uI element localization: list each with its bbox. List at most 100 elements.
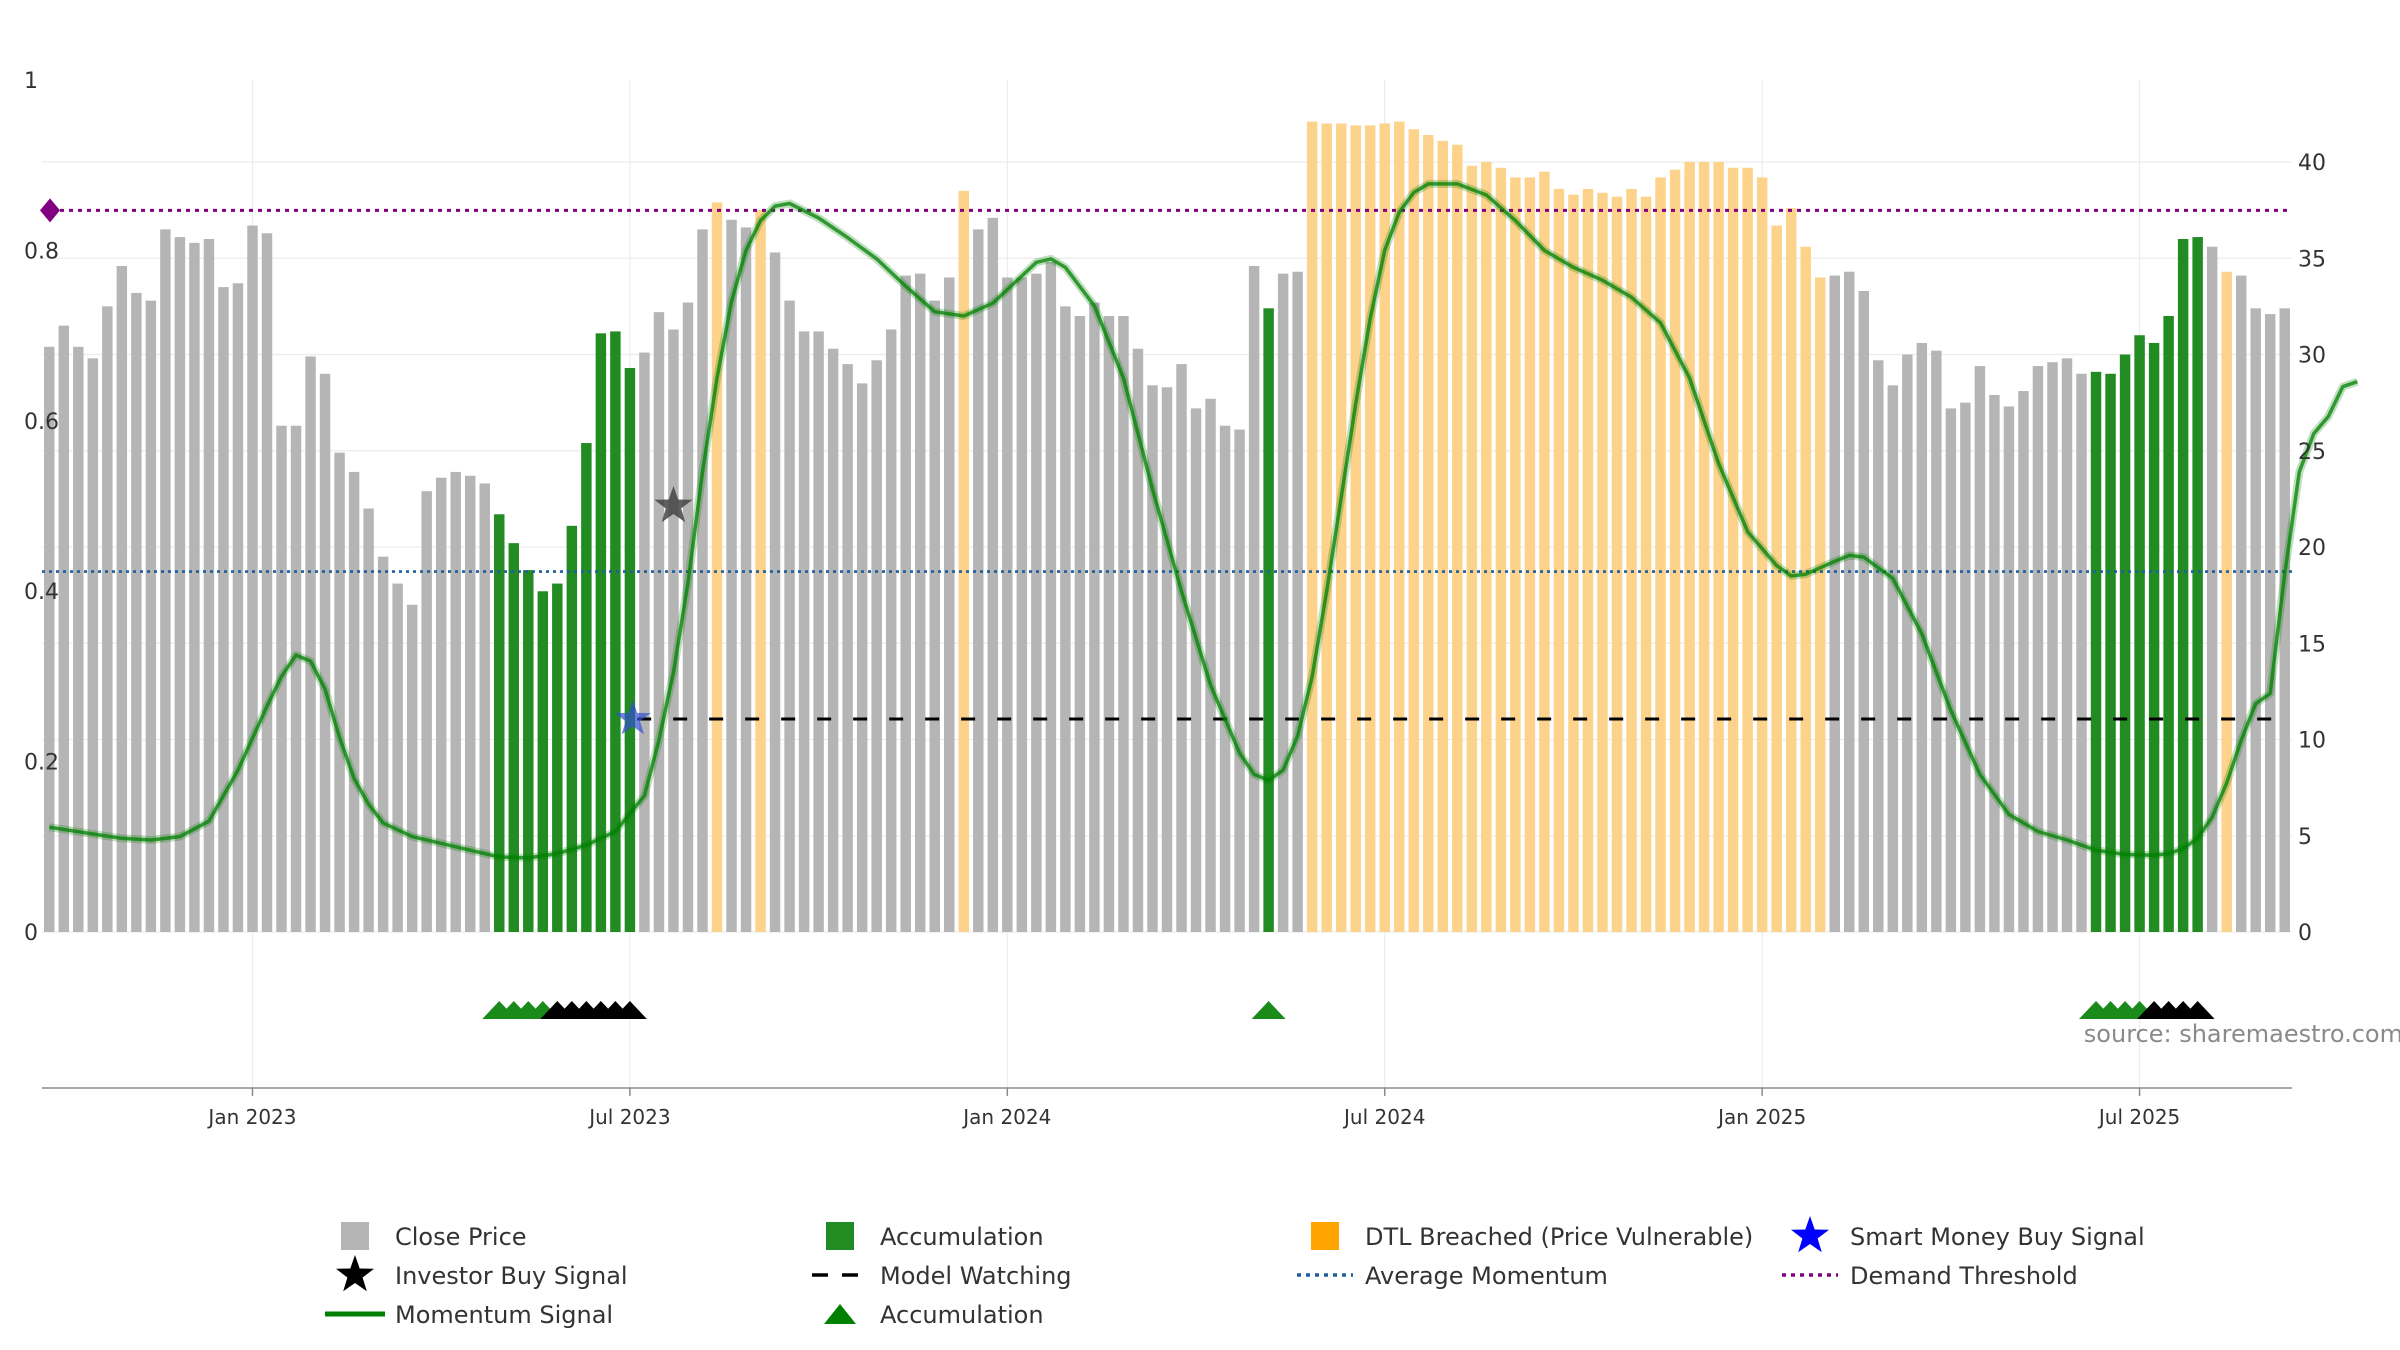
legend-label: Investor Buy Signal — [395, 1262, 628, 1290]
dtl-breached-bar — [1394, 121, 1405, 932]
right-axis-tick-label: 15 — [2298, 632, 2326, 657]
close-price-bar — [1147, 385, 1158, 932]
dtl-breached-bar — [755, 210, 766, 932]
right-axis-tick-label: 20 — [2298, 536, 2326, 561]
close-price-bar — [1829, 275, 1840, 932]
legend-item: Smart Money Buy Signal — [1791, 1216, 2145, 1253]
accumulation-marker — [1251, 1001, 1286, 1019]
close-price-bar — [1873, 360, 1884, 932]
close-price-bar — [842, 364, 853, 932]
right-axis-tick-label: 35 — [2298, 247, 2326, 272]
close-price-bar — [1132, 348, 1144, 933]
accumulation-bar — [494, 514, 505, 932]
dtl-breached-bar — [1582, 188, 1594, 932]
close-price-bar — [813, 331, 824, 932]
close-price-bar — [653, 312, 665, 932]
close-price-bar — [319, 373, 331, 932]
close-price-bar — [131, 292, 142, 932]
x-axis: Jan 2023 Jul 2023 Jan 2024 Jul 2024 Jan 2025… — [42, 1087, 2292, 1129]
legend-label: Accumulation — [880, 1223, 1044, 1251]
accumulation-bar — [2192, 237, 2203, 932]
close-price-bar — [1190, 408, 1202, 932]
legend-swatch-square — [1311, 1222, 1339, 1250]
left-axis-tick-label: 0.6 — [24, 410, 59, 435]
close-price-bar — [697, 229, 708, 932]
close-price-bar — [218, 287, 229, 932]
legend-label: Close Price — [395, 1223, 527, 1251]
close-price-bar — [160, 229, 171, 932]
legend-label: DTL Breached (Price Vulnerable) — [1365, 1223, 1753, 1251]
accumulation-bar — [581, 443, 592, 932]
smart-money-buy-signal-star — [614, 700, 651, 735]
dtl-breached-bar — [958, 190, 969, 932]
dtl-breached-bar — [1553, 188, 1565, 932]
close-price-bar — [1089, 302, 1100, 932]
close-price-bar — [392, 583, 403, 932]
close-price-bar — [247, 225, 258, 932]
close-price-bar — [1989, 394, 2000, 932]
legend-item: Average Momentum — [1297, 1262, 1608, 1290]
close-price-bar — [116, 265, 128, 932]
x-axis-tick-label: Jul 2023 — [587, 1105, 670, 1129]
legend-item: Close Price — [341, 1222, 527, 1251]
close-price-bar — [2265, 314, 2276, 932]
legend-item: Model Watching — [812, 1262, 1072, 1290]
dtl-breached-bar — [1539, 171, 1550, 932]
close-price-bar — [1103, 316, 1115, 932]
close-price-bar — [1931, 350, 1942, 932]
dtl-breached-bar — [1626, 188, 1637, 932]
legend-swatch-square — [341, 1222, 369, 1250]
dtl-breached-bar — [1698, 162, 1710, 932]
legend-item: DTL Breached (Price Vulnerable) — [1311, 1222, 1753, 1251]
accumulation-bar — [523, 570, 534, 932]
close-price-bar — [2235, 275, 2247, 932]
close-price-bar — [1002, 277, 1013, 932]
accumulation-bar — [2105, 373, 2116, 932]
close-price-bar — [2003, 406, 2015, 933]
x-axis-tick-label: Jul 2025 — [2097, 1105, 2180, 1129]
source-label: source: sharemaestro.com — [2084, 1020, 2400, 1048]
dtl-breached-bar — [1423, 135, 1434, 933]
close-price-bar — [290, 425, 302, 932]
right-axis-tick-label: 40 — [2298, 151, 2326, 176]
legend-swatch-square — [826, 1222, 854, 1250]
dtl-breached-bar — [1437, 140, 1449, 932]
accumulation-bar — [595, 333, 607, 932]
close-price-bar — [987, 217, 999, 932]
legend-swatch-star — [336, 1255, 374, 1292]
legend-swatch-star — [1791, 1216, 1829, 1253]
close-price-bar — [1060, 306, 1071, 932]
close-price-bar — [73, 346, 84, 932]
accumulation-bar — [610, 331, 621, 932]
dtl-breached-bar — [1335, 123, 1347, 932]
dtl-breached-bar — [1481, 162, 1492, 932]
watch-marker — [612, 1001, 647, 1019]
close-price-bar — [348, 471, 360, 932]
close-price-bar — [1887, 385, 1899, 932]
close-price-bar — [740, 227, 752, 932]
dtl-breached-bar — [1597, 192, 1608, 933]
close-price-bar — [406, 604, 418, 932]
right-axis-tick-label: 0 — [2298, 921, 2312, 946]
close-price-bar — [1118, 316, 1129, 932]
close-price-bar — [1074, 316, 1086, 932]
dtl-breached-bar — [1655, 177, 1666, 932]
close-price-bar — [377, 556, 389, 932]
close-price-bar — [465, 475, 476, 932]
dtl-breached-bar — [1771, 225, 1782, 932]
close-price-bar — [363, 508, 374, 932]
close-price-bar — [2018, 391, 2029, 932]
close-price-bar — [203, 239, 215, 932]
dtl-breached-bar — [711, 202, 723, 933]
legend-swatch-triangle — [824, 1304, 856, 1324]
dtl-breached-bar — [1306, 121, 1318, 932]
accumulation-bar — [566, 525, 578, 932]
close-price-bar — [2032, 366, 2044, 932]
close-price-bar — [1858, 290, 1869, 933]
close-price-bar — [2061, 358, 2073, 933]
close-price-bar — [1219, 425, 1231, 932]
dtl-breached-bar — [1365, 125, 1376, 933]
buy-signals — [614, 486, 693, 735]
legend: Close Price Accumulation DTL Breached (Pri… — [325, 1216, 2145, 1329]
legend-label: Average Momentum — [1365, 1262, 1608, 1290]
